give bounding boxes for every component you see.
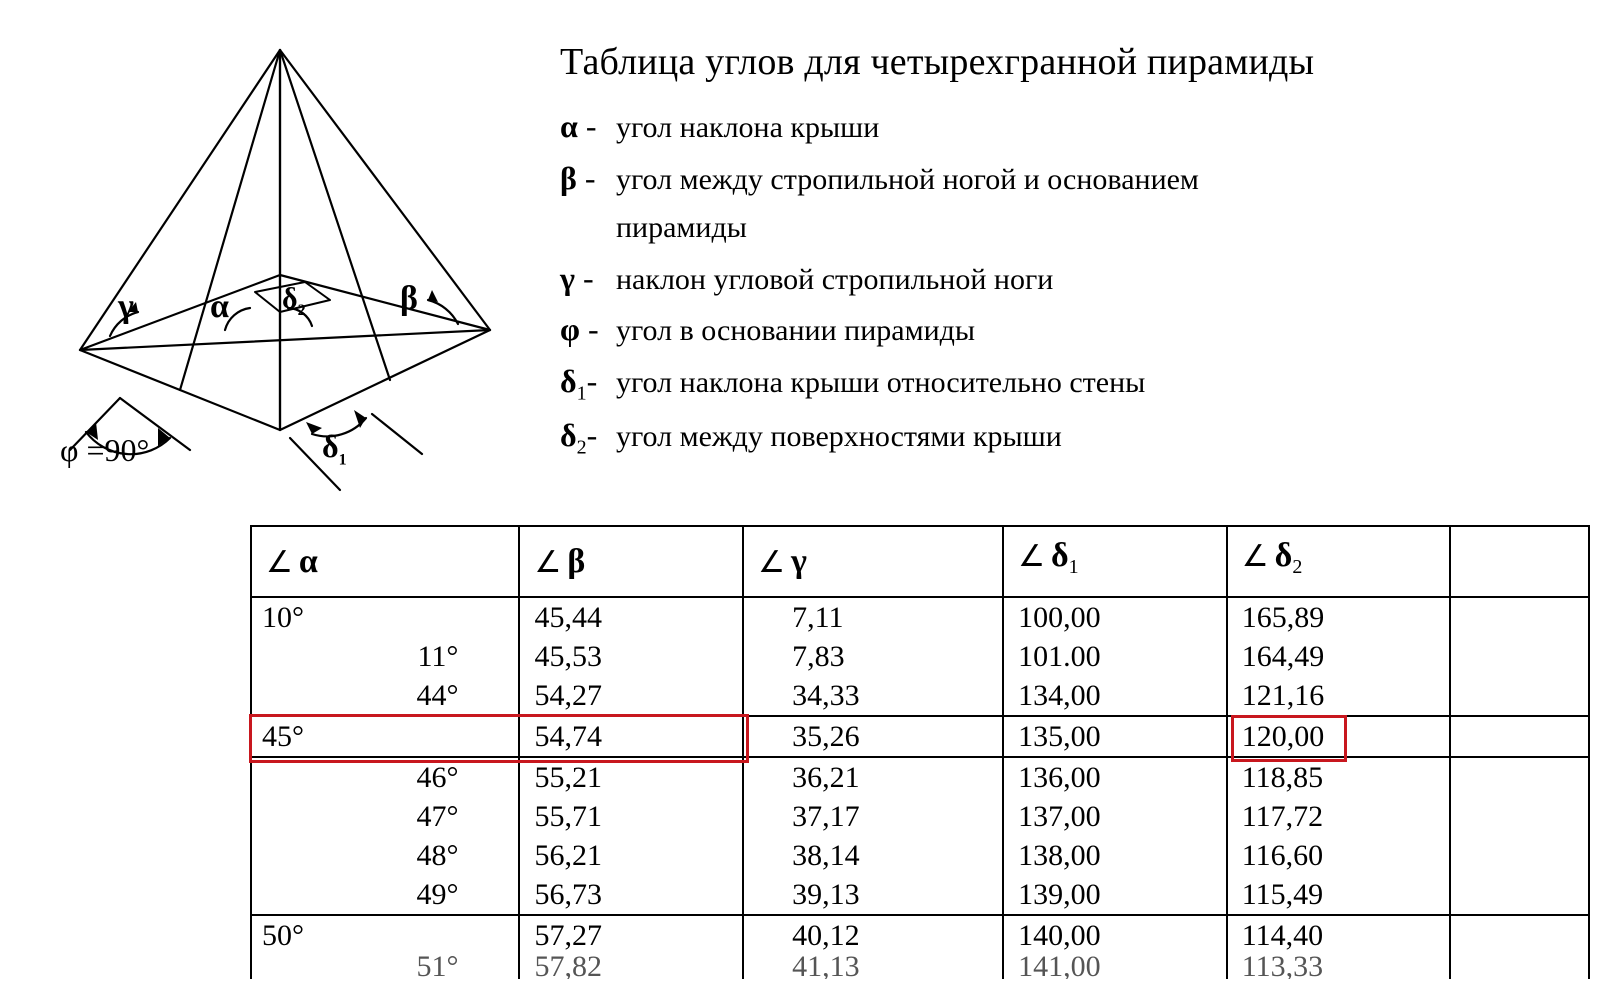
table-row: 47°55,7137,17137,00117,72 — [251, 797, 1589, 836]
legend-row-phi: φ - угол в основании пирамиды — [560, 305, 1580, 355]
table-row: 45°54,7435,26135,00120,00 — [251, 716, 1589, 757]
table-row: 51°57,8241,13141,00113,33 — [251, 955, 1589, 979]
diagram-label-alpha: α — [210, 288, 229, 326]
legend-block: Таблица углов для четырехгранной пирамид… — [560, 40, 1580, 466]
angle-table: ∠α ∠β ∠γ ∠δ1 ∠δ2 10°45,447,11100,00165,8… — [250, 525, 1590, 979]
legend-row-beta2: пирамиды — [560, 205, 1580, 252]
table-row: 49°56,7339,13139,00115,49 — [251, 875, 1589, 915]
diagram-label-d1: δ1 — [322, 428, 347, 469]
pyramid-diagram: γ α δ2 β δ1 φ =90° — [50, 30, 510, 510]
table-row: 11°45,537,83101.00164,49 — [251, 637, 1589, 676]
legend-row-d1: δ1- угол наклона крыши относительно стен… — [560, 357, 1580, 409]
legend-row-d2: δ2- угол между поверхностями крыши — [560, 411, 1580, 463]
diagram-label-d2: δ2 — [282, 282, 306, 320]
table-row: 50°57,2740,12140,00114,40 — [251, 915, 1589, 955]
table-row: 48°56,2138,14138,00116,60 — [251, 836, 1589, 875]
diagram-label-phi: φ =90° — [60, 432, 149, 469]
legend-row-alpha: α - угол наклона крыши — [560, 102, 1580, 152]
page-title: Таблица углов для четырехгранной пирамид… — [560, 40, 1580, 84]
table-header: ∠α ∠β ∠γ ∠δ1 ∠δ2 — [251, 526, 1589, 597]
legend-row-beta: β - угол между стропильной ногой и основ… — [560, 154, 1580, 204]
table-row: 46°55,2136,21136,00118,85 — [251, 757, 1589, 797]
diagram-label-gamma: γ — [118, 288, 134, 326]
table-row: 44°54,2734,33134,00121,16 — [251, 676, 1589, 716]
diagram-label-beta: β — [400, 280, 418, 318]
table-row: 10°45,447,11100,00165,89 — [251, 597, 1589, 637]
legend-row-gamma: γ - наклон угловой стропильной ноги — [560, 254, 1580, 304]
